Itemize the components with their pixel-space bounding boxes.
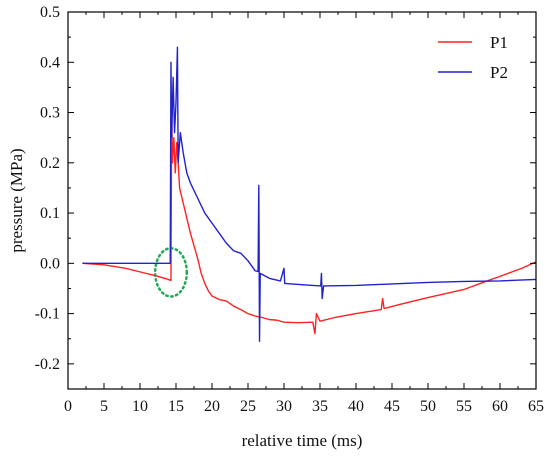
axes: 0 5 10 15 20 25 30 35 40 45 50 55 60 65 -0.2 -0.1 0.0 0.1… bbox=[35, 4, 544, 415]
x-tick-label: 30 bbox=[276, 398, 292, 415]
x-tick-label: 55 bbox=[456, 398, 472, 415]
series-group bbox=[82, 46, 536, 342]
y-tick-label: 0.0 bbox=[40, 255, 60, 272]
y-tick-label: -0.2 bbox=[35, 356, 60, 373]
legend: P1 P2 bbox=[438, 33, 508, 82]
y-tick-label: -0.1 bbox=[35, 306, 60, 323]
series-line-p2 bbox=[82, 46, 536, 342]
plot-frame bbox=[67, 11, 537, 390]
x-axis-title: relative time (ms) bbox=[242, 431, 363, 450]
legend-label-p1: P1 bbox=[490, 33, 508, 52]
x-tick-label: 60 bbox=[492, 398, 508, 415]
x-tick-label: 50 bbox=[420, 398, 436, 415]
y-axis-title: pressure (MPa) bbox=[7, 148, 26, 252]
x-tick-label: 35 bbox=[312, 398, 328, 415]
x-tick-label: 25 bbox=[240, 398, 256, 415]
x-tick-label: 0 bbox=[64, 398, 72, 415]
x-tick-label: 15 bbox=[168, 398, 184, 415]
x-tick-label: 40 bbox=[348, 398, 364, 415]
y-tick-label: 0.1 bbox=[40, 205, 60, 222]
legend-label-p2: P2 bbox=[490, 63, 508, 82]
x-tick-label: 20 bbox=[204, 398, 220, 415]
x-tick-label: 65 bbox=[528, 398, 544, 415]
y-tick-label: 0.2 bbox=[40, 155, 60, 172]
x-tick-label: 5 bbox=[100, 398, 108, 415]
x-tick-label: 10 bbox=[132, 398, 148, 415]
y-tick-label: 0.4 bbox=[40, 54, 60, 71]
series-line-p1 bbox=[82, 106, 536, 335]
y-tick-label: 0.5 bbox=[40, 4, 60, 21]
x-tick-label: 45 bbox=[384, 398, 400, 415]
plot-area bbox=[82, 46, 536, 342]
y-tick-label: 0.3 bbox=[40, 105, 60, 122]
